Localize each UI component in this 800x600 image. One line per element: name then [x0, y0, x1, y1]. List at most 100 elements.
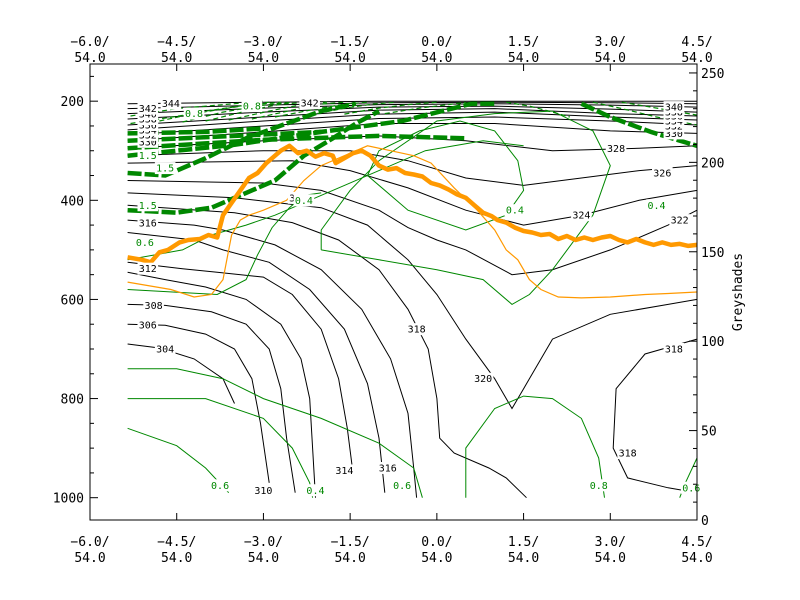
pv-contour-thick-2: [127, 101, 495, 158]
contours-layer: [127, 100, 698, 499]
theta-contour-label: 310: [254, 486, 272, 497]
pv-contour-label-bg: [305, 484, 326, 497]
theta-contour-label: 318: [619, 449, 637, 460]
x-tick-label-top-line1: −3.0/: [244, 35, 283, 50]
y-left-tick-label: 1000: [53, 492, 84, 507]
theta-contour-label: 330: [139, 137, 157, 148]
theta-contour-label-bg: [299, 97, 320, 110]
axis-labels-layer: −6.0/54.0−6.0/54.0−4.5/54.0−4.5/54.0−3.0…: [53, 35, 725, 566]
theta-contour-344: [127, 100, 697, 105]
theta-contour-336: [127, 108, 698, 126]
x-tick-label-bottom-line1: 0.0/: [421, 535, 452, 550]
theta-contour-324: [127, 160, 698, 226]
theta-contour-322: [127, 180, 698, 276]
x-tick-label-bottom-line1: −1.5/: [331, 535, 370, 550]
pv-contour-dashed-9: [344, 101, 437, 115]
y-left-tick-label: 400: [61, 194, 84, 209]
theta-contour-label-bg: [663, 101, 685, 114]
theta-contour-label-bg: [472, 372, 494, 385]
pv-contour-thick-6: [580, 101, 698, 148]
theta-contour-label-bg: [652, 167, 673, 180]
y-left-tick-label: 200: [61, 95, 84, 110]
pv-contour-dashed-13: [506, 101, 570, 118]
x-tick-label-bottom-line1: 4.5/: [681, 535, 712, 550]
pv-contour-dashed-4: [205, 101, 310, 122]
pv-contour-dashed-7: [274, 101, 368, 118]
x-tick-label-top-line2: 54.0: [74, 51, 105, 66]
pv-contour-thick-1: [127, 101, 357, 178]
theta-contour-318b: [612, 338, 698, 494]
pv-contour-label: 0.6: [136, 238, 154, 249]
x-tick-label-bottom-line1: 3.0/: [595, 535, 626, 550]
pv-contour-label-bg: [134, 236, 156, 249]
theta-contour-label: 306: [139, 321, 157, 332]
pv-contour-label-bg: [588, 479, 610, 492]
theta-contour-label-bg: [137, 217, 159, 230]
pv-contour-label: 0.4: [306, 486, 324, 497]
x-tick-label-bottom-line1: 1.5/: [508, 535, 539, 550]
y-left-tick-label: 600: [61, 293, 84, 308]
pv-contour-label: 0.8: [185, 109, 203, 120]
theta-contour-316: [127, 219, 418, 498]
theta-contour-label-bg: [669, 214, 690, 227]
pv-contour-thick-label-bg: [154, 162, 176, 175]
pv-contour-label-bg: [391, 479, 413, 492]
pv-contour-thick-label: 1.5: [139, 151, 157, 162]
theta-contour-label-bg: [253, 484, 274, 497]
theta-contour-label-bg: [137, 262, 159, 275]
pv-contour-label: 0.8: [243, 102, 261, 113]
x-tick-label-bottom-line1: −3.0/: [244, 535, 283, 550]
theta-contour-label-bg: [571, 209, 592, 222]
theta-contour-label-bg: [663, 127, 685, 140]
pv-contour-thick-label-bg: [137, 199, 159, 212]
theta-contour-label: 342: [301, 99, 319, 110]
theta-contour-label: 314: [335, 466, 353, 477]
theta-contour-310: [127, 271, 316, 498]
orange-thin-line: [127, 145, 698, 299]
pv-contour-dashed-2: [159, 101, 281, 122]
x-tick-label-top-line2: 54.0: [681, 51, 712, 66]
theta-contour-318: [127, 204, 527, 499]
theta-contour-label: 340: [665, 103, 683, 114]
theta-contour-label: 342: [139, 104, 157, 115]
x-tick-label-bottom-line1: −4.5/: [157, 535, 196, 550]
theta-contour-label: 322: [671, 216, 689, 227]
x-tick-label-bottom-line1: −6.0/: [70, 535, 109, 550]
theta-contour-label: 316: [379, 463, 397, 474]
theta-contour-label: 316: [139, 219, 157, 230]
pv-contour-label-bg: [209, 479, 231, 492]
pv-contour-label: 0.6: [393, 481, 411, 492]
pv-contour-label: 0.6: [211, 481, 229, 492]
x-tick-label-bottom-line2: 54.0: [595, 551, 626, 566]
pv-contour-thick-3: [127, 133, 466, 151]
x-tick-label-top-line1: 3.0/: [595, 35, 626, 50]
y-right-tick-label: 0: [701, 514, 709, 529]
pv-contour-label: 0.6: [682, 483, 700, 494]
pv-contour-label-bg: [646, 199, 667, 212]
y-right-tick-label: 200: [701, 156, 724, 171]
pv-contour-dashed-11: [621, 101, 698, 116]
pv-contour-label-bg: [183, 107, 205, 120]
theta-contour-label-bg: [377, 461, 399, 474]
theta-contour-label: 330: [665, 129, 683, 140]
x-tick-label-top-line1: 1.5/: [508, 35, 539, 50]
x-tick-label-bottom-line2: 54.0: [421, 551, 452, 566]
pv-contour-thick-4: [127, 129, 322, 144]
theta-contour-label: 304: [156, 345, 174, 356]
pv-contour-label: 0.4: [648, 201, 666, 212]
pv-contour-thick-label: 1.5: [156, 164, 174, 175]
pv-contour-thick-label: 1.5: [139, 201, 157, 212]
theta-contour-304: [127, 343, 235, 404]
theta-contour-label: 340: [139, 110, 157, 121]
pv-contour-label: 0.8: [590, 481, 608, 492]
plot-frame: [89, 63, 698, 521]
x-tick-label-top-line1: −6.0/: [70, 35, 109, 50]
theta-contour-label: 344: [162, 99, 180, 110]
theta-contour-label-bg: [143, 299, 164, 312]
x-tick-label-top-line2: 54.0: [508, 51, 539, 66]
theta-contour-label: 320: [474, 374, 492, 385]
pv-contour-label-bg: [293, 194, 315, 207]
x-tick-label-top-line1: −1.5/: [331, 35, 370, 50]
y-right-tick-label: 250: [701, 67, 724, 82]
